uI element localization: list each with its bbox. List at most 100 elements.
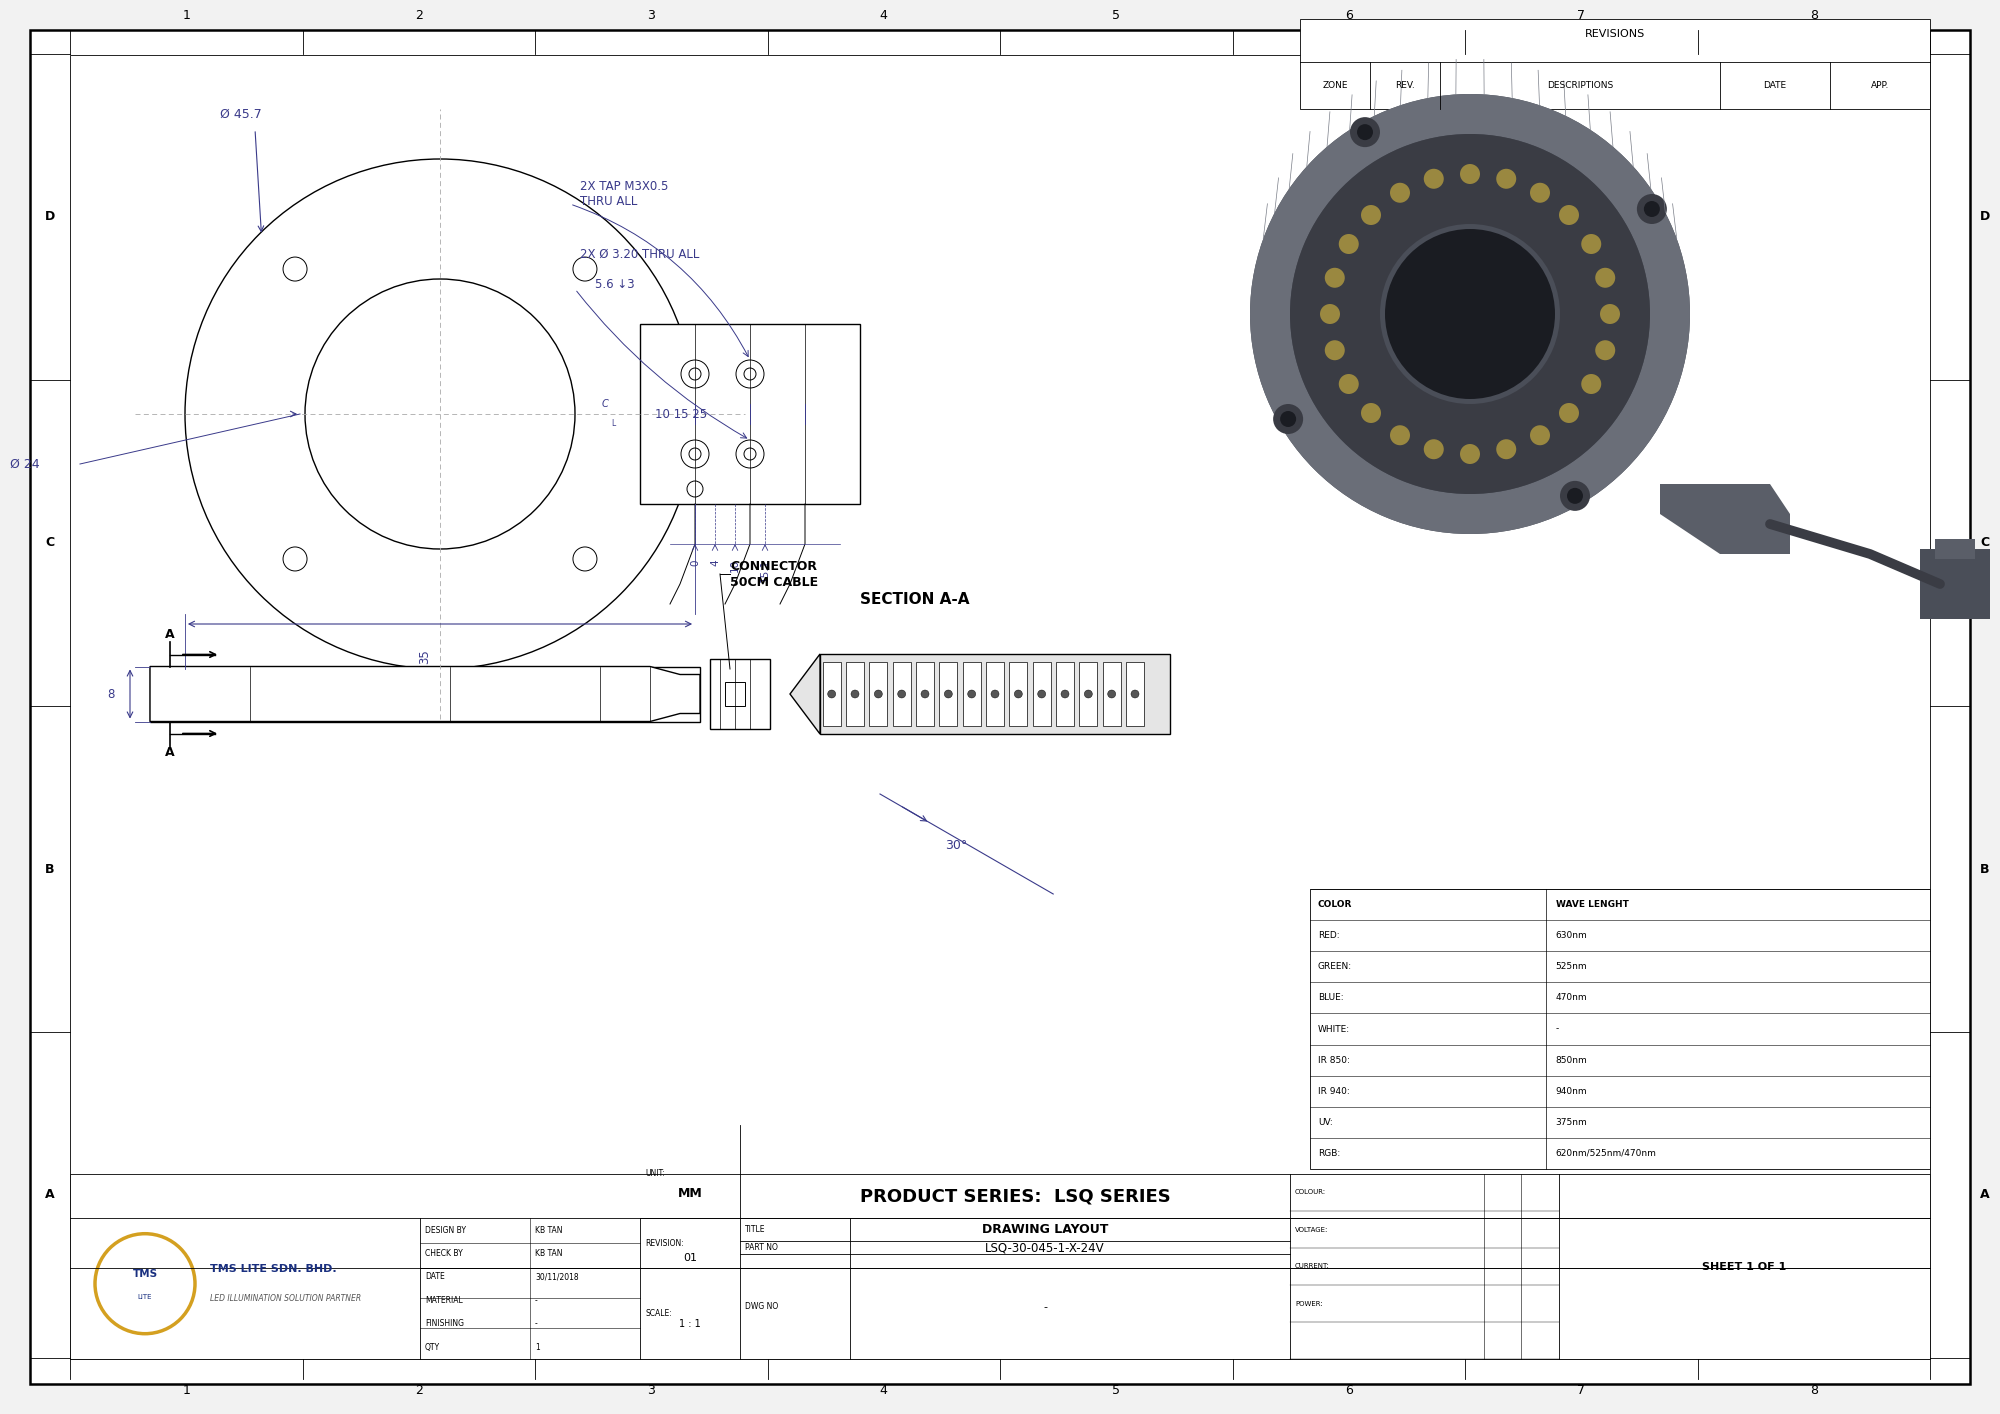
Bar <box>916 662 934 725</box>
Text: CHECK BY: CHECK BY <box>426 1249 462 1258</box>
Text: 15.1: 15.1 <box>760 559 770 583</box>
Bar <box>962 662 980 725</box>
Circle shape <box>1390 426 1410 445</box>
Wedge shape <box>1290 134 1650 493</box>
Bar <box>986 662 1004 725</box>
Circle shape <box>898 690 906 699</box>
Circle shape <box>682 361 710 387</box>
Circle shape <box>1596 267 1616 288</box>
Text: 0: 0 <box>690 559 700 566</box>
Circle shape <box>922 690 930 699</box>
Text: 6: 6 <box>1344 8 1352 23</box>
Bar <box>1310 889 1930 1169</box>
Text: 8: 8 <box>108 687 116 700</box>
Text: 30/11/2018: 30/11/2018 <box>536 1273 578 1281</box>
Text: REVISIONS: REVISIONS <box>1584 30 1646 40</box>
Text: POWER:: POWER: <box>1296 1301 1322 1307</box>
Text: A: A <box>46 1189 54 1202</box>
Text: DESIGN BY: DESIGN BY <box>426 1226 466 1234</box>
Polygon shape <box>150 666 700 721</box>
Text: A: A <box>166 628 174 642</box>
Text: MATERIAL: MATERIAL <box>426 1295 462 1305</box>
Bar <box>70 1174 1930 1359</box>
Circle shape <box>1324 267 1344 288</box>
Circle shape <box>306 279 576 549</box>
Text: GREEN:: GREEN: <box>1318 963 1352 971</box>
Circle shape <box>736 361 764 387</box>
Circle shape <box>744 368 756 380</box>
Circle shape <box>1250 93 1690 534</box>
Text: UV:: UV: <box>1318 1118 1332 1127</box>
Text: RED:: RED: <box>1318 932 1340 940</box>
Text: 10 15 25: 10 15 25 <box>656 407 708 420</box>
Circle shape <box>690 448 702 460</box>
Text: 470nm: 470nm <box>1556 994 1588 1003</box>
Text: -: - <box>1044 1302 1048 1312</box>
Circle shape <box>852 690 860 699</box>
Circle shape <box>682 440 710 468</box>
Text: REV.: REV. <box>1396 81 1414 90</box>
Bar <box>1056 662 1074 725</box>
Text: TITLE: TITLE <box>746 1225 766 1234</box>
Text: DESCRIPTIONS: DESCRIPTIONS <box>1546 81 1614 90</box>
Circle shape <box>1014 690 1022 699</box>
Circle shape <box>1568 488 1584 503</box>
Circle shape <box>186 158 696 669</box>
Circle shape <box>1338 373 1358 395</box>
Text: WHITE:: WHITE: <box>1318 1025 1350 1034</box>
Text: 5: 5 <box>1112 8 1120 23</box>
Bar <box>150 666 700 721</box>
Circle shape <box>944 690 952 699</box>
Bar <box>1080 662 1098 725</box>
Text: D: D <box>1980 211 1990 223</box>
Text: B: B <box>1980 863 1990 875</box>
Text: 5: 5 <box>1112 1384 1120 1397</box>
Text: SHEET 1 OF 1: SHEET 1 OF 1 <box>1702 1261 1786 1271</box>
Circle shape <box>1320 304 1340 324</box>
Text: 8: 8 <box>1810 8 1818 23</box>
Text: KB TAN: KB TAN <box>536 1226 562 1234</box>
Circle shape <box>1424 168 1444 189</box>
Text: BLUE:: BLUE: <box>1318 994 1344 1003</box>
Text: 8: 8 <box>1810 1384 1818 1397</box>
Text: A: A <box>166 747 174 759</box>
Circle shape <box>1390 182 1410 202</box>
Circle shape <box>1644 201 1660 216</box>
Circle shape <box>874 690 882 699</box>
Text: 7: 7 <box>1578 1384 1586 1397</box>
Text: PART NO: PART NO <box>746 1243 778 1253</box>
Circle shape <box>284 257 308 281</box>
Text: 940nm: 940nm <box>1556 1087 1588 1096</box>
Text: L: L <box>610 420 616 428</box>
Bar <box>1102 662 1120 725</box>
Bar <box>726 682 746 706</box>
Circle shape <box>828 690 836 699</box>
Circle shape <box>572 547 596 571</box>
Text: FINISHING: FINISHING <box>426 1319 464 1328</box>
Circle shape <box>1084 690 1092 699</box>
Text: RGB:: RGB: <box>1318 1150 1340 1158</box>
Bar <box>1126 662 1144 725</box>
Text: CURRENT:: CURRENT: <box>1296 1264 1330 1270</box>
Circle shape <box>744 448 756 460</box>
Circle shape <box>1362 205 1382 225</box>
Text: -: - <box>536 1319 538 1328</box>
Text: COLOR: COLOR <box>1318 901 1352 909</box>
Text: SCALE:: SCALE: <box>646 1309 672 1318</box>
Circle shape <box>1384 229 1556 399</box>
Circle shape <box>968 690 976 699</box>
Text: DRAWING LAYOUT: DRAWING LAYOUT <box>982 1223 1108 1236</box>
Text: CONNECTOR
50CM CABLE: CONNECTOR 50CM CABLE <box>730 560 818 588</box>
Text: 4: 4 <box>880 1384 888 1397</box>
Text: ZONE: ZONE <box>1322 81 1348 90</box>
Bar <box>822 662 840 725</box>
Text: 375nm: 375nm <box>1556 1118 1588 1127</box>
Text: 30°: 30° <box>946 839 968 853</box>
Text: 10: 10 <box>730 559 740 573</box>
Circle shape <box>1060 690 1068 699</box>
Circle shape <box>688 481 704 496</box>
Circle shape <box>1460 164 1480 184</box>
Circle shape <box>690 368 702 380</box>
Text: 7: 7 <box>1578 8 1586 23</box>
Circle shape <box>1582 233 1602 255</box>
